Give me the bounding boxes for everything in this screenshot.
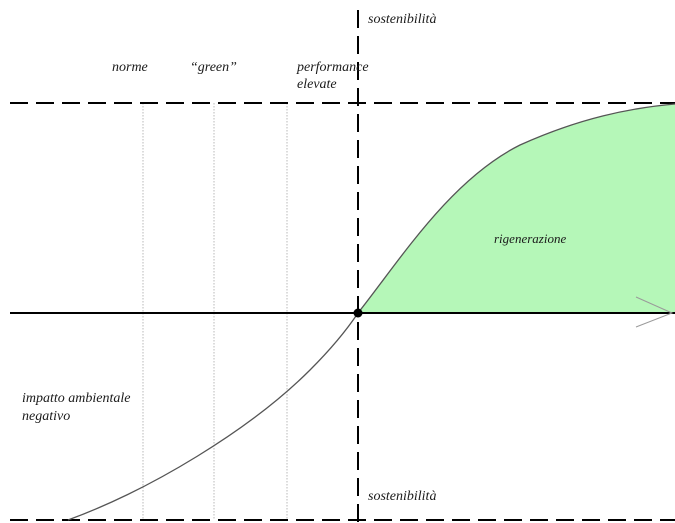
origin-point — [353, 308, 363, 318]
regeneration-region — [358, 104, 675, 313]
impatto-label-line2: negativo — [22, 409, 71, 424]
bottom-axis-label: sostenibilità — [368, 489, 437, 504]
impatto-label-line1: impatto ambientale — [22, 391, 131, 406]
rigenerazione-label: rigenerazione — [494, 231, 567, 246]
performance-label-line2: elevate — [297, 77, 337, 92]
axis-arrowhead — [635, 296, 674, 328]
sustainability-curve — [67, 103, 675, 521]
top-axis-label: sostenibilità — [368, 12, 437, 27]
norme-label: norme — [112, 60, 148, 75]
green-label: “green” — [190, 60, 237, 75]
performance-label-line1: performance — [297, 60, 369, 75]
